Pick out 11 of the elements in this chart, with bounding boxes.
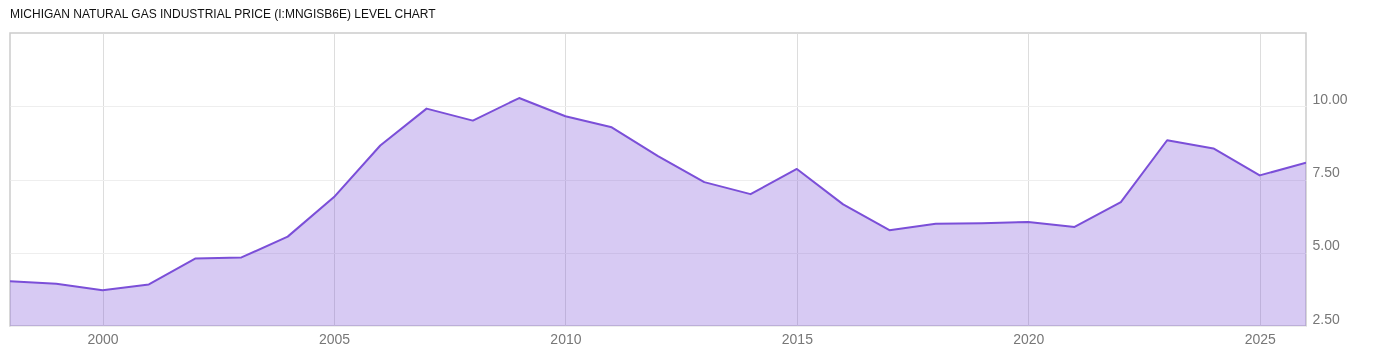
x-tick-label: 2000 bbox=[87, 330, 119, 347]
x-tick-label: 2020 bbox=[1013, 330, 1045, 347]
y-tick-label: 2.50 bbox=[1312, 310, 1340, 327]
x-tick-label: 2005 bbox=[318, 330, 351, 347]
x-tick-label: 2025 bbox=[1244, 330, 1276, 347]
x-tick-label: 2010 bbox=[550, 330, 582, 347]
y-tick-label: 10.00 bbox=[1312, 90, 1348, 107]
y-tick-label: 7.50 bbox=[1312, 164, 1340, 180]
chart-title: MICHIGAN NATURAL GAS INDUSTRIAL PRICE (I:MNGISB6E) LEVEL CHART bbox=[10, 7, 437, 21]
y-tick-label: 5.00 bbox=[1312, 237, 1340, 254]
x-tick-label: 2015 bbox=[781, 330, 814, 347]
